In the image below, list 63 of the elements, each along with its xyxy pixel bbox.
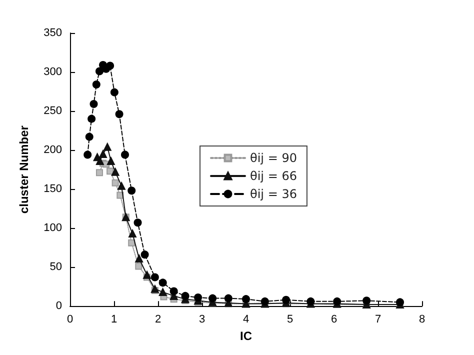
y-tick-label: 100	[44, 222, 62, 234]
x-tick-label: 2	[154, 314, 162, 326]
point	[84, 150, 92, 159]
x-tick-label: 0	[66, 314, 74, 326]
y-axis-title: cluster Number	[17, 125, 31, 214]
x-tick-label: 7	[374, 314, 382, 326]
y-tick-label: 0	[56, 300, 62, 312]
point	[115, 110, 124, 118]
point	[99, 150, 107, 158]
point	[121, 150, 129, 159]
point	[135, 254, 144, 263]
point	[128, 239, 136, 246]
point	[110, 88, 118, 96]
y-tick-label: 250	[44, 105, 62, 118]
x-tick-label: 5	[286, 314, 294, 326]
point	[128, 230, 136, 238]
point	[85, 132, 94, 141]
y-tick-label: 50	[50, 261, 62, 274]
point	[140, 250, 149, 259]
x-tick-label: 4	[242, 314, 250, 326]
point	[194, 294, 202, 302]
point	[88, 114, 96, 123]
point	[150, 273, 159, 282]
point	[170, 287, 178, 296]
point	[95, 67, 104, 76]
point	[106, 168, 114, 175]
y-tick-label: 350	[44, 27, 62, 39]
point	[111, 168, 120, 176]
point	[242, 295, 250, 304]
x-axis-title: IC	[240, 329, 252, 343]
point	[158, 278, 167, 287]
y-tick-label: 200	[44, 144, 62, 156]
point	[396, 298, 404, 306]
legend-label: θij = 36	[250, 187, 297, 201]
point	[90, 100, 98, 108]
point	[135, 262, 142, 270]
point	[92, 80, 100, 88]
point	[96, 169, 103, 176]
x-tick-label: 8	[418, 314, 426, 326]
legend-label: θij = 90	[250, 151, 297, 165]
point	[208, 294, 217, 302]
legend-label: θij = 66	[250, 169, 297, 183]
point	[224, 294, 232, 302]
y-tick-label: 150	[44, 183, 62, 196]
point	[106, 156, 115, 165]
point	[362, 296, 371, 305]
point	[158, 288, 167, 296]
point	[181, 292, 190, 300]
point	[117, 182, 126, 190]
point	[134, 218, 142, 227]
point	[333, 297, 342, 306]
point	[143, 270, 151, 279]
y-tick-label: 300	[44, 66, 62, 78]
point	[306, 297, 315, 306]
x-tick-label: 3	[198, 314, 206, 326]
x-tick-label: 6	[330, 314, 338, 326]
point	[106, 62, 114, 70]
point	[282, 296, 290, 304]
point	[128, 186, 136, 195]
point	[150, 284, 159, 293]
point	[103, 142, 112, 151]
x-tick-label: 1	[110, 314, 118, 326]
point	[112, 179, 119, 186]
